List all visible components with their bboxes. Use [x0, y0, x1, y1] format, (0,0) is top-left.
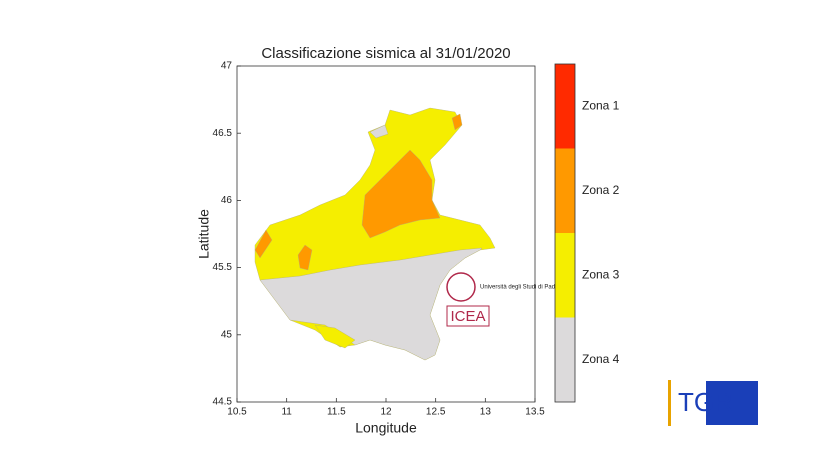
x-tick-label: 11.5	[327, 407, 346, 418]
x-tick-label: 13	[480, 407, 492, 418]
colorbar-segment	[555, 317, 575, 402]
logo-text: TGR	[678, 387, 733, 417]
y-tick-label: 46.5	[213, 128, 233, 139]
x-tick-label: 10.5	[227, 407, 247, 418]
colorbar-frame	[554, 63, 576, 403]
university-name: Università degli Studi di Padova	[480, 285, 565, 291]
tgr-logo: TGR	[668, 380, 758, 426]
zone-2-region	[451, 113, 463, 131]
x-tick-label: 12	[380, 407, 392, 418]
zone-2-region	[361, 149, 441, 239]
icea-frame	[446, 305, 490, 327]
y-tick-label: 44.5	[213, 397, 233, 408]
x-tick-label: 13.5	[525, 407, 545, 418]
chart-title: Classificazione sismica al 31/01/2020	[261, 45, 510, 62]
university-logo: Università degli Studi di Padova	[446, 272, 565, 302]
x-axis-label: Longitude	[355, 420, 417, 436]
icea-text: ICEA	[450, 308, 485, 325]
map	[254, 107, 496, 361]
y-axis-label: Latitude	[196, 209, 212, 259]
colorbar-segment	[555, 148, 575, 233]
y-tick-label: 45.5	[213, 262, 233, 273]
zone-2-region	[254, 229, 273, 259]
icea-logo: ICEA	[446, 305, 490, 327]
legend-label: Zona 4	[582, 352, 620, 366]
legend-label: Zona 1	[582, 98, 620, 112]
legend-label: Zona 3	[582, 267, 620, 281]
zone-2-region	[297, 244, 313, 271]
colorbar-segment	[555, 64, 575, 149]
seal	[446, 272, 476, 302]
zone-3-region	[314, 324, 356, 349]
logo-box	[706, 381, 758, 425]
legend-label: Zona 2	[582, 183, 620, 197]
x-tick-label: 12.5	[426, 407, 446, 418]
zone-4-region	[369, 124, 389, 139]
colorbar-segment	[555, 233, 575, 318]
x-tick-label: 11	[281, 407, 292, 418]
y-tick-label: 47	[221, 61, 233, 72]
y-tick-label: 45	[221, 329, 233, 340]
logo-bar	[668, 380, 671, 426]
y-tick-label: 46	[221, 195, 233, 206]
